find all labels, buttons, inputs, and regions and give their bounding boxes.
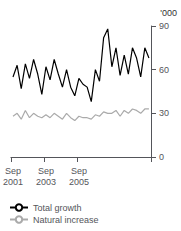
svg-text:2003: 2003 <box>36 177 56 187</box>
svg-text:0: 0 <box>159 152 164 162</box>
svg-text:Total growth: Total growth <box>33 203 82 213</box>
svg-text:90: 90 <box>159 21 169 31</box>
svg-text:2001: 2001 <box>3 177 23 187</box>
svg-text:'000: '000 <box>160 8 177 18</box>
svg-text:2005: 2005 <box>69 177 89 187</box>
svg-text:60: 60 <box>159 65 169 75</box>
svg-text:Sep: Sep <box>38 166 54 176</box>
svg-text:Natural increase: Natural increase <box>33 215 99 225</box>
svg-text:Sep: Sep <box>5 166 21 176</box>
svg-text:Sep: Sep <box>71 166 87 176</box>
svg-text:30: 30 <box>159 108 169 118</box>
